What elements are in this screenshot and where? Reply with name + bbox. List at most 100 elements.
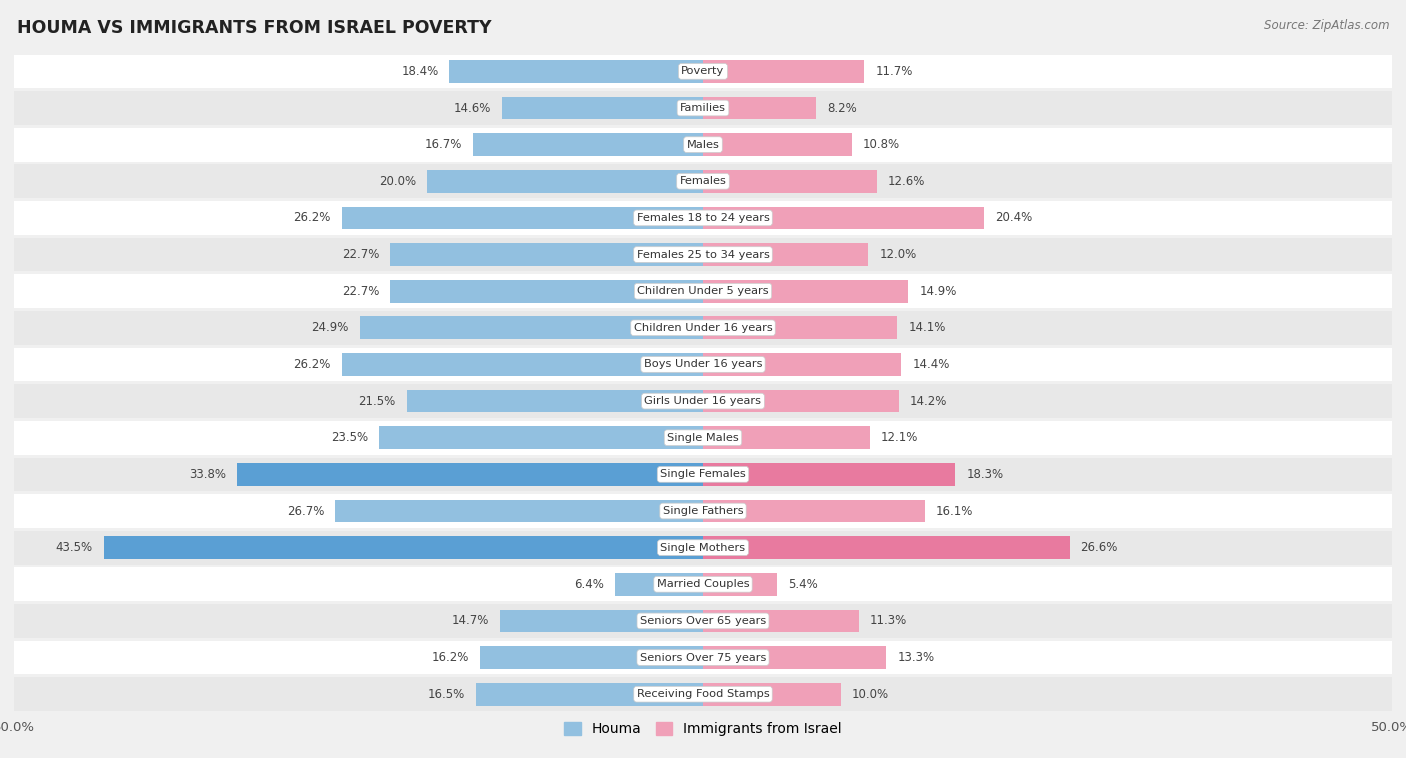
Bar xyxy=(14,274,1392,308)
Text: 26.2%: 26.2% xyxy=(294,358,330,371)
Text: 26.2%: 26.2% xyxy=(294,211,330,224)
Text: 14.9%: 14.9% xyxy=(920,285,956,298)
Text: Boys Under 16 years: Boys Under 16 years xyxy=(644,359,762,369)
Text: 18.3%: 18.3% xyxy=(966,468,1004,481)
Text: Females: Females xyxy=(679,177,727,186)
Bar xyxy=(703,60,865,83)
Bar xyxy=(14,311,1392,345)
Bar xyxy=(14,128,1392,161)
Text: 18.4%: 18.4% xyxy=(401,65,439,78)
Text: 22.7%: 22.7% xyxy=(342,248,380,261)
Bar xyxy=(703,683,841,706)
Text: 12.6%: 12.6% xyxy=(887,175,925,188)
Bar xyxy=(703,427,870,449)
Text: HOUMA VS IMMIGRANTS FROM ISRAEL POVERTY: HOUMA VS IMMIGRANTS FROM ISRAEL POVERTY xyxy=(17,19,491,37)
Text: 16.2%: 16.2% xyxy=(432,651,468,664)
Text: Poverty: Poverty xyxy=(682,67,724,77)
Text: 8.2%: 8.2% xyxy=(827,102,856,114)
Bar xyxy=(14,201,1392,235)
Bar xyxy=(14,568,1392,601)
Text: Males: Males xyxy=(686,139,720,149)
Text: 12.1%: 12.1% xyxy=(880,431,918,444)
Text: 22.7%: 22.7% xyxy=(342,285,380,298)
Bar xyxy=(703,609,859,632)
Bar xyxy=(14,91,1392,125)
Bar xyxy=(360,317,703,339)
Bar xyxy=(703,280,908,302)
Text: Seniors Over 75 years: Seniors Over 75 years xyxy=(640,653,766,662)
Bar xyxy=(472,133,703,156)
Text: 6.4%: 6.4% xyxy=(574,578,603,590)
Bar xyxy=(238,463,703,486)
Text: Source: ZipAtlas.com: Source: ZipAtlas.com xyxy=(1264,19,1389,32)
Bar xyxy=(14,384,1392,418)
Text: Single Males: Single Males xyxy=(666,433,740,443)
Bar xyxy=(475,683,703,706)
Text: 26.7%: 26.7% xyxy=(287,505,323,518)
Bar xyxy=(703,500,925,522)
Text: 16.1%: 16.1% xyxy=(936,505,973,518)
Bar xyxy=(614,573,703,596)
Bar xyxy=(703,207,984,229)
Bar xyxy=(703,647,886,669)
Text: 23.5%: 23.5% xyxy=(330,431,368,444)
Text: Children Under 16 years: Children Under 16 years xyxy=(634,323,772,333)
Text: 16.5%: 16.5% xyxy=(427,688,464,700)
Text: 11.7%: 11.7% xyxy=(875,65,912,78)
Text: 43.5%: 43.5% xyxy=(55,541,93,554)
Text: 33.8%: 33.8% xyxy=(190,468,226,481)
Text: 20.4%: 20.4% xyxy=(995,211,1032,224)
Bar xyxy=(391,243,703,266)
Text: 14.1%: 14.1% xyxy=(908,321,946,334)
Text: 21.5%: 21.5% xyxy=(359,395,395,408)
Bar xyxy=(703,390,898,412)
Bar xyxy=(703,353,901,376)
Bar xyxy=(335,500,703,522)
Text: 10.8%: 10.8% xyxy=(863,138,900,151)
Bar xyxy=(14,421,1392,455)
Text: 14.7%: 14.7% xyxy=(453,615,489,628)
Bar xyxy=(14,55,1392,88)
Bar xyxy=(502,97,703,119)
Bar xyxy=(14,494,1392,528)
Bar xyxy=(703,97,815,119)
Text: 12.0%: 12.0% xyxy=(879,248,917,261)
Bar xyxy=(391,280,703,302)
Bar xyxy=(14,604,1392,637)
Text: 14.2%: 14.2% xyxy=(910,395,948,408)
Bar xyxy=(14,238,1392,271)
Text: 13.3%: 13.3% xyxy=(897,651,935,664)
Text: Single Females: Single Females xyxy=(661,469,745,479)
Text: Females 25 to 34 years: Females 25 to 34 years xyxy=(637,249,769,259)
Bar xyxy=(406,390,703,412)
Text: 14.4%: 14.4% xyxy=(912,358,950,371)
Bar xyxy=(104,537,703,559)
Bar xyxy=(703,317,897,339)
Bar xyxy=(427,170,703,193)
Bar xyxy=(501,609,703,632)
Bar xyxy=(703,243,869,266)
Bar xyxy=(342,207,703,229)
Bar xyxy=(14,641,1392,675)
Bar xyxy=(14,678,1392,711)
Bar xyxy=(14,348,1392,381)
Bar xyxy=(703,133,852,156)
Bar xyxy=(479,647,703,669)
Text: 10.0%: 10.0% xyxy=(852,688,889,700)
Text: Married Couples: Married Couples xyxy=(657,579,749,589)
Text: 26.6%: 26.6% xyxy=(1081,541,1118,554)
Text: 16.7%: 16.7% xyxy=(425,138,461,151)
Text: 14.6%: 14.6% xyxy=(453,102,491,114)
Bar xyxy=(14,164,1392,198)
Text: Receiving Food Stamps: Receiving Food Stamps xyxy=(637,689,769,699)
Bar xyxy=(703,537,1070,559)
Legend: Houma, Immigrants from Israel: Houma, Immigrants from Israel xyxy=(558,717,848,742)
Bar xyxy=(14,458,1392,491)
Bar xyxy=(14,531,1392,565)
Text: 11.3%: 11.3% xyxy=(870,615,907,628)
Text: Females 18 to 24 years: Females 18 to 24 years xyxy=(637,213,769,223)
Text: Single Mothers: Single Mothers xyxy=(661,543,745,553)
Text: 5.4%: 5.4% xyxy=(789,578,818,590)
Text: 24.9%: 24.9% xyxy=(312,321,349,334)
Bar xyxy=(703,573,778,596)
